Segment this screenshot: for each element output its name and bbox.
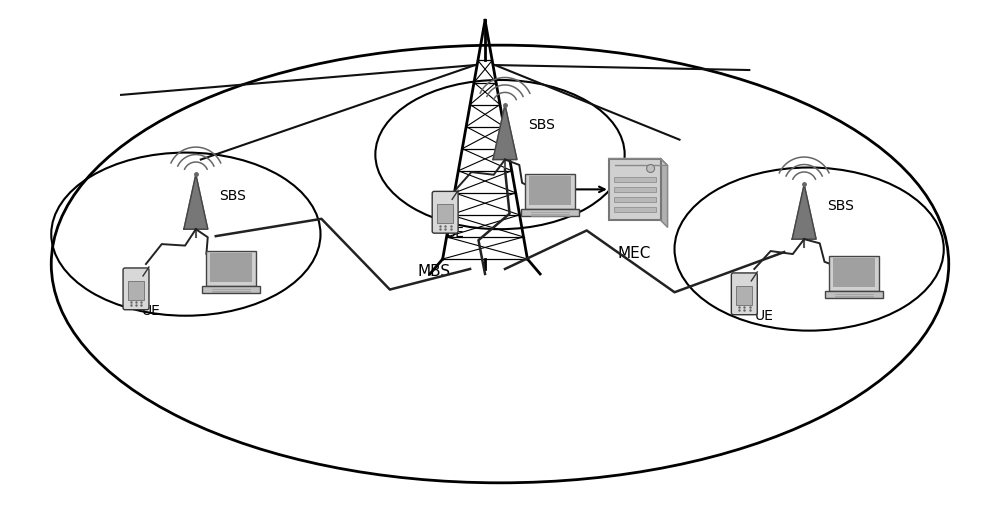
Polygon shape — [493, 105, 517, 159]
Polygon shape — [661, 159, 668, 227]
Text: MEC: MEC — [618, 246, 651, 261]
Circle shape — [647, 165, 655, 172]
Bar — [529, 177, 571, 205]
Text: SBS: SBS — [827, 199, 854, 213]
Bar — [521, 209, 579, 216]
FancyBboxPatch shape — [432, 191, 458, 233]
Bar — [437, 204, 453, 223]
Bar — [614, 188, 656, 192]
Bar — [210, 253, 252, 282]
Text: MBS: MBS — [417, 264, 450, 279]
Bar — [609, 159, 661, 220]
Text: SBS: SBS — [528, 118, 555, 132]
Bar — [206, 251, 256, 286]
Bar — [736, 286, 752, 305]
Bar — [833, 258, 875, 287]
Polygon shape — [792, 184, 816, 239]
Polygon shape — [609, 159, 668, 166]
Text: SBS: SBS — [219, 189, 246, 203]
FancyBboxPatch shape — [731, 273, 757, 315]
Bar — [825, 291, 883, 298]
Bar — [614, 208, 656, 212]
Bar — [614, 198, 656, 202]
Bar — [829, 256, 879, 291]
FancyBboxPatch shape — [123, 268, 149, 310]
Text: UE: UE — [142, 304, 160, 318]
Polygon shape — [184, 174, 208, 229]
Text: UE: UE — [446, 226, 465, 240]
Bar — [128, 281, 144, 300]
Bar — [525, 174, 575, 209]
Bar — [614, 178, 656, 182]
Text: UE: UE — [755, 309, 774, 323]
Bar — [202, 286, 260, 293]
